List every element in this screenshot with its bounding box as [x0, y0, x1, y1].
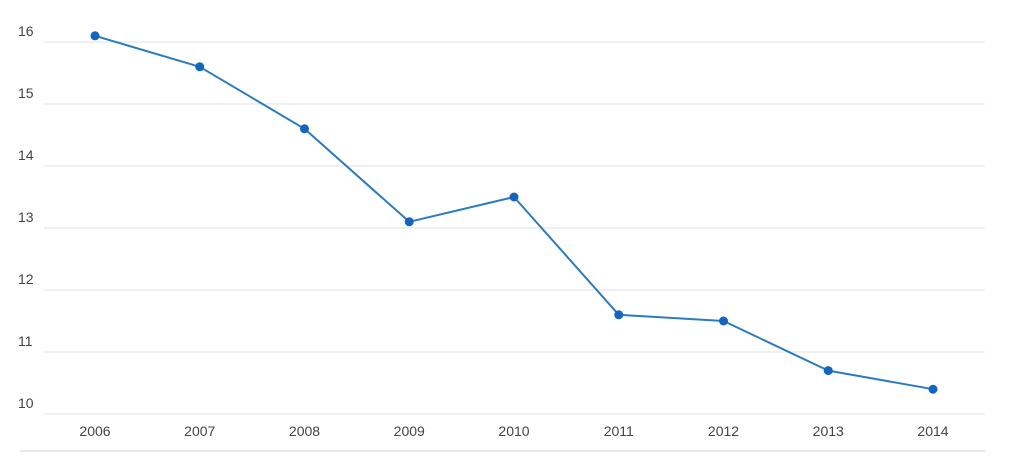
data-point-2009[interactable] — [404, 217, 414, 227]
y-tick-label: 14 — [18, 147, 34, 163]
x-tick-label: 2008 — [289, 423, 320, 439]
data-points — [90, 31, 938, 394]
data-point-2013[interactable] — [823, 366, 833, 376]
series-layer — [94, 34, 934, 391]
y-axis-tick-labels: 10 11 12 13 14 15 16 — [18, 23, 34, 411]
y-tick-label: 10 — [18, 395, 34, 411]
data-point-2011[interactable] — [614, 310, 624, 320]
x-axis-tick-labels: 2006 2007 2008 2009 2010 2011 2012 2013 2014 — [79, 423, 948, 439]
data-point-2008[interactable] — [300, 124, 309, 134]
x-tick-label: 2009 — [394, 423, 425, 439]
x-tick-label: 2006 — [79, 423, 110, 439]
y-tick-label: 12 — [18, 271, 34, 287]
data-point-2006[interactable] — [90, 31, 100, 41]
grid-lines — [20, 41, 985, 452]
data-point-2007[interactable] — [195, 62, 205, 72]
x-tick-label: 2013 — [813, 423, 844, 439]
x-tick-label: 2007 — [184, 423, 215, 439]
x-tick-label: 2014 — [917, 423, 948, 439]
y-tick-label: 15 — [18, 85, 34, 101]
x-tick-label: 2012 — [708, 423, 739, 439]
y-tick-label: 11 — [18, 333, 33, 349]
series-line — [94, 34, 934, 391]
x-tick-label: 2010 — [498, 423, 529, 439]
data-point-2012[interactable] — [719, 316, 728, 326]
data-point-2014[interactable] — [928, 384, 938, 394]
y-tick-label: 16 — [18, 23, 34, 39]
y-tick-label: 13 — [18, 209, 34, 225]
x-tick-label: 2011 — [604, 423, 634, 439]
data-point-2010[interactable] — [509, 192, 519, 202]
